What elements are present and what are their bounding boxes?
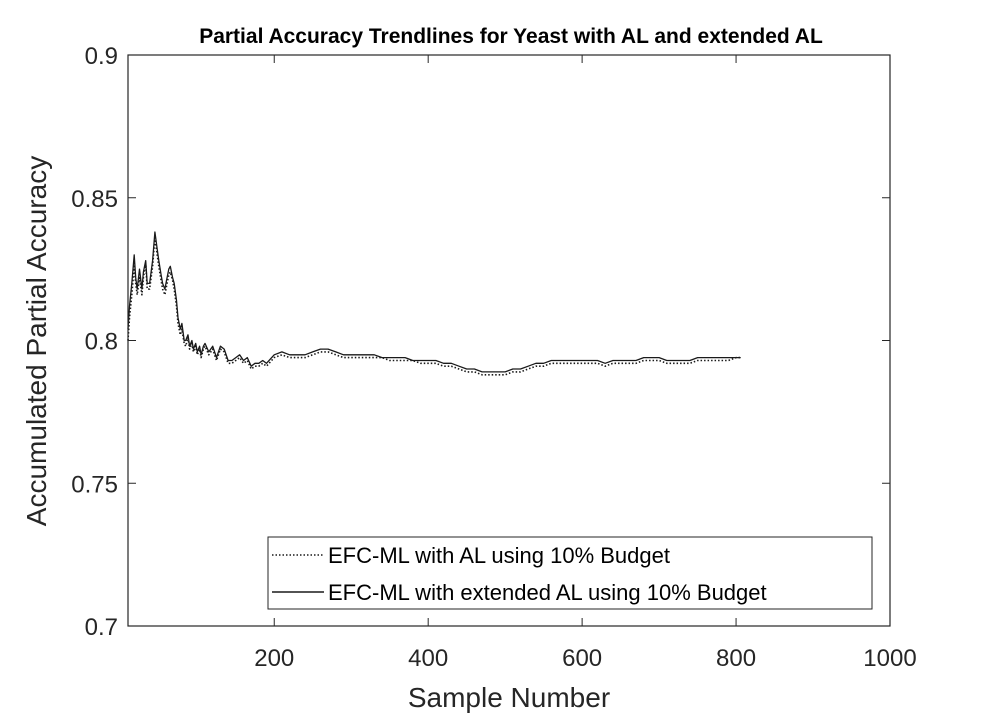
- series-line-extended-al-solid: [127, 231, 741, 373]
- x-tick-label: 600: [562, 645, 602, 672]
- y-axis-label: Accumulated Partial Accuracy: [21, 156, 52, 526]
- legend-box: [267, 536, 873, 610]
- y-tick-label: 0.75: [71, 471, 118, 498]
- x-axis-label: Sample Number: [408, 682, 610, 713]
- y-tick-label: 0.85: [71, 186, 118, 213]
- legend: EFC-ML with AL using 10% Budget EFC-ML w…: [267, 536, 873, 610]
- y-tick-label: 0.9: [85, 43, 118, 70]
- x-tick-label: 800: [716, 645, 756, 672]
- legend-entry-al: EFC-ML with AL using 10% Budget: [328, 543, 670, 568]
- y-tick-label: 0.8: [85, 329, 118, 356]
- series-line-al-dotted: [127, 236, 741, 376]
- chart-title: Partial Accuracy Trendlines for Yeast wi…: [199, 25, 823, 48]
- series-layer: [127, 231, 741, 376]
- x-tick-label: 200: [254, 645, 294, 672]
- legend-entry-extended-al: EFC-ML with extended AL using 10% Budget: [328, 580, 767, 605]
- x-axis: 200 400 600 800 1000: [254, 55, 917, 672]
- y-axis: 0.7 0.75 0.8 0.85 0.9: [71, 43, 890, 641]
- x-tick-label: 1000: [863, 645, 916, 672]
- x-tick-label: 400: [408, 645, 448, 672]
- y-tick-label: 0.7: [85, 614, 118, 641]
